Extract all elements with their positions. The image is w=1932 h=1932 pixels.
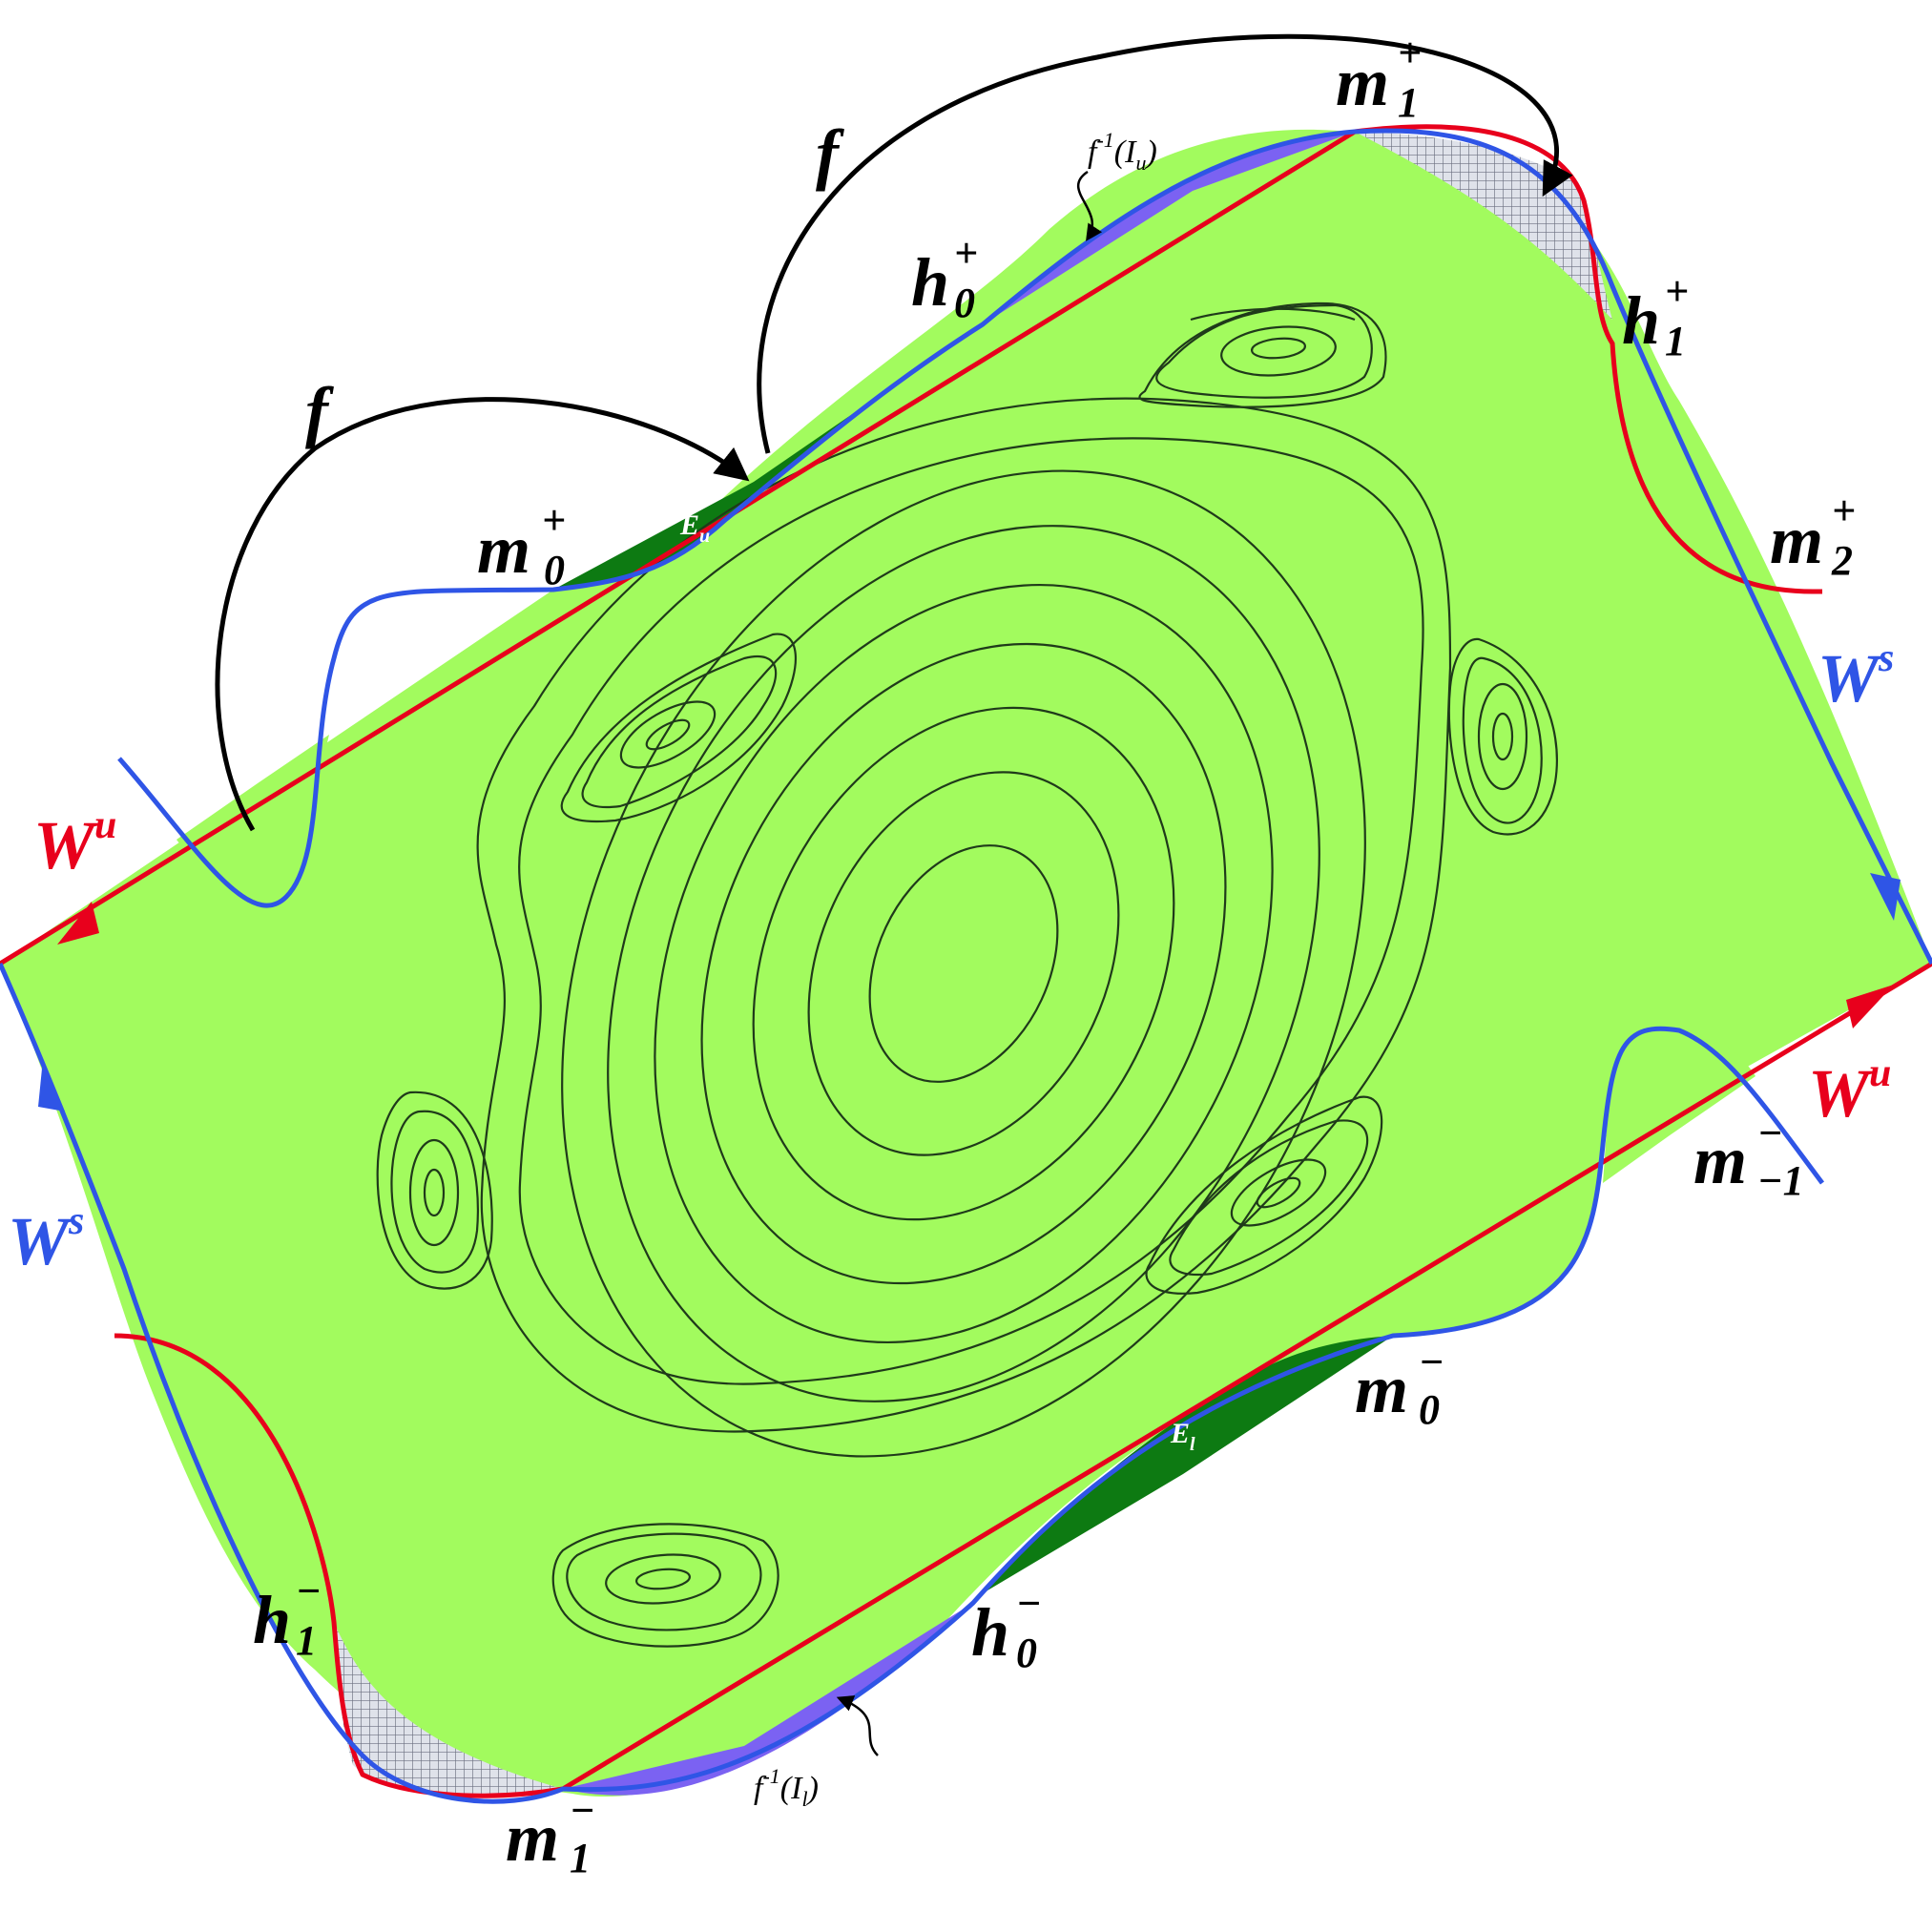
svg-text:m: m bbox=[1770, 502, 1823, 578]
svg-text:+: + bbox=[1398, 30, 1422, 76]
left-lobe-fill bbox=[177, 735, 329, 901]
manifold-arrows bbox=[38, 873, 1901, 1111]
svg-text:m: m bbox=[1355, 1351, 1408, 1427]
finv-pointers bbox=[836, 170, 1103, 1756]
label-finv-il: f-1(Il) bbox=[754, 1764, 819, 1811]
svg-text:h: h bbox=[1622, 282, 1660, 359]
svg-text:Eu: Eu bbox=[679, 509, 710, 547]
svg-text:1: 1 bbox=[1665, 318, 1686, 364]
label-m1-plus: m + 1 bbox=[1336, 30, 1422, 126]
map-arrow-upper bbox=[757, 33, 1573, 454]
svg-text:1: 1 bbox=[296, 1617, 317, 1664]
svg-text:Ws: Ws bbox=[8, 1199, 84, 1279]
label-h1-plus: h + 1 bbox=[1622, 268, 1689, 364]
svg-text:h: h bbox=[911, 244, 949, 321]
resonance-region bbox=[0, 129, 1932, 1797]
ws-right-arrow-icon bbox=[1870, 873, 1901, 921]
svg-text:−: − bbox=[1757, 1110, 1783, 1156]
label-mneg1-minus: m − −1 bbox=[1693, 1110, 1804, 1204]
label-finv-iu: f-1(Iu) bbox=[1088, 128, 1157, 175]
wu-right-arrow-icon bbox=[1846, 985, 1894, 1028]
stable-manifold bbox=[0, 128, 1932, 1804]
svg-text:0: 0 bbox=[1419, 1386, 1440, 1433]
svg-text:1: 1 bbox=[570, 1835, 591, 1881]
ws-label-right: Ws bbox=[1818, 636, 1894, 717]
label-eu: Eu bbox=[679, 509, 710, 547]
svg-text:m: m bbox=[506, 1799, 559, 1876]
svg-text:−: − bbox=[1016, 1580, 1042, 1627]
label-el: El bbox=[1170, 1418, 1195, 1455]
svg-text:+: + bbox=[542, 497, 566, 544]
map-label-upper: f bbox=[816, 115, 844, 192]
svg-text:−1: −1 bbox=[1757, 1157, 1804, 1204]
svg-text:m: m bbox=[477, 511, 530, 588]
svg-text:0: 0 bbox=[954, 280, 975, 326]
svg-text:Wu: Wu bbox=[33, 803, 116, 883]
kam-contours bbox=[376, 301, 1558, 1648]
svg-text:0: 0 bbox=[1016, 1630, 1037, 1676]
svg-text:0: 0 bbox=[544, 547, 565, 593]
right-lobe-fill bbox=[1603, 1023, 1755, 1183]
svg-text:m: m bbox=[1336, 44, 1389, 120]
svg-text:h: h bbox=[971, 1594, 1009, 1671]
label-h0-plus: h + 0 bbox=[911, 230, 978, 326]
ws-label-left: Ws bbox=[8, 1199, 84, 1279]
svg-text:f-1(Iu): f-1(Iu) bbox=[1088, 128, 1157, 175]
wu-left-arrow-icon bbox=[57, 902, 99, 945]
label-m0-plus: m + 0 bbox=[477, 497, 566, 593]
ws-left-arrow-icon bbox=[38, 1059, 65, 1111]
map-arrows bbox=[215, 33, 1573, 832]
svg-text:+: + bbox=[1665, 268, 1689, 315]
svg-text:−: − bbox=[570, 1787, 595, 1834]
svg-text:1: 1 bbox=[1398, 79, 1419, 126]
map-arrow-lower bbox=[215, 397, 750, 832]
svg-text:−: − bbox=[296, 1568, 322, 1614]
svg-text:+: + bbox=[1832, 488, 1856, 534]
svg-text:+: + bbox=[954, 230, 978, 277]
wu-label-left: Wu bbox=[33, 803, 116, 883]
wu-label-right: Wu bbox=[1808, 1051, 1891, 1132]
svg-text:Ws: Ws bbox=[1818, 636, 1894, 717]
svg-text:f-1(Il): f-1(Il) bbox=[754, 1764, 819, 1811]
lower-left-hatched-lobe bbox=[334, 1622, 563, 1796]
label-h1-minus: h − 1 bbox=[253, 1568, 322, 1664]
label-m1-minus: m − 1 bbox=[506, 1787, 595, 1881]
svg-text:El: El bbox=[1170, 1418, 1195, 1455]
svg-text:m: m bbox=[1693, 1122, 1747, 1198]
svg-text:h: h bbox=[253, 1582, 291, 1658]
svg-text:2: 2 bbox=[1831, 537, 1853, 584]
label-m0-minus: m − 0 bbox=[1355, 1339, 1444, 1433]
svg-text:Wu: Wu bbox=[1808, 1051, 1891, 1132]
svg-text:−: − bbox=[1419, 1339, 1444, 1385]
label-h0-minus: h − 0 bbox=[971, 1580, 1042, 1676]
label-m2-plus: m + 2 bbox=[1770, 488, 1856, 584]
el-lobe bbox=[983, 1336, 1393, 1593]
